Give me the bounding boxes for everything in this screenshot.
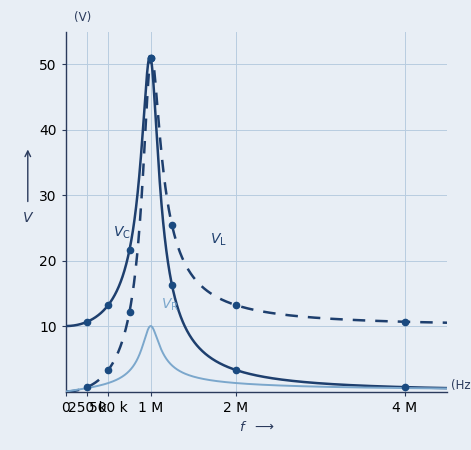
Text: V: V (23, 212, 32, 225)
Text: $f$  $\longrightarrow$: $f$ $\longrightarrow$ (239, 420, 275, 434)
Text: $V_\mathsf{R}$: $V_\mathsf{R}$ (161, 297, 179, 313)
Text: $V_\mathsf{L}$: $V_\mathsf{L}$ (210, 231, 227, 248)
Text: (V): (V) (73, 11, 91, 24)
Text: (Hz): (Hz) (451, 378, 471, 392)
Text: $V_\mathsf{C}$: $V_\mathsf{C}$ (113, 225, 131, 241)
